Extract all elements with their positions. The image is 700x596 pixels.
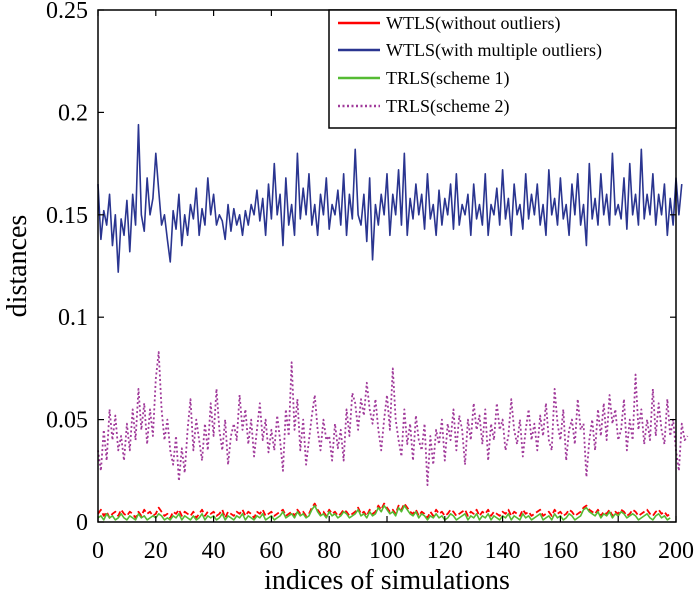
legend-label-trls-scheme-1: TRLS(scheme 1) [386, 68, 509, 89]
legend-label-wtls-without-outliers: WTLS(without outliers) [386, 13, 560, 34]
x-tick-label: 140 [485, 538, 521, 564]
legend-box [328, 9, 677, 129]
y-tick-label: 0.1 [58, 305, 88, 331]
x-tick-label: 20 [144, 538, 168, 564]
y-tick-label: 0.25 [46, 0, 88, 24]
x-tick-label: 0 [92, 538, 104, 564]
y-tick-label: 0.2 [58, 100, 88, 126]
x-tick-label: 100 [369, 538, 405, 564]
x-tick-label: 180 [600, 538, 636, 564]
x-tick-label: 60 [259, 538, 283, 564]
series-layer [97, 123, 689, 521]
legend: WTLS(without outliers) WTLS(with multipl… [328, 9, 677, 129]
legend-label-trls-scheme-2: TRLS(scheme 2) [386, 96, 509, 117]
series-line-wtls-without-outliers [97, 502, 671, 519]
series-line-trls-scheme-2 [97, 351, 689, 487]
series-line-trls-scheme-1 [97, 504, 671, 521]
series-line-wtls-with-multiple-outliers [97, 123, 683, 273]
x-tick-label: 120 [427, 538, 463, 564]
x-tick-label: 160 [542, 538, 578, 564]
y-tick-label: 0 [76, 510, 88, 536]
x-tick-label: 40 [202, 538, 226, 564]
y-tick-label: 0.15 [46, 203, 88, 229]
legend-label-wtls-with-multiple-outliers: WTLS(with multiple outliers) [386, 40, 602, 61]
y-axis-title: distances [2, 215, 33, 318]
x-axis-title: indices of simulations [264, 565, 510, 596]
y-tick-label: 0.05 [46, 408, 88, 434]
axis-ticks: 0 20 40 60 80 100 120 140 160 180 200 0 0.05 0.1 0.15 0… [46, 0, 694, 564]
x-tick-label: 80 [317, 538, 341, 564]
x-tick-label: 200 [658, 538, 694, 564]
